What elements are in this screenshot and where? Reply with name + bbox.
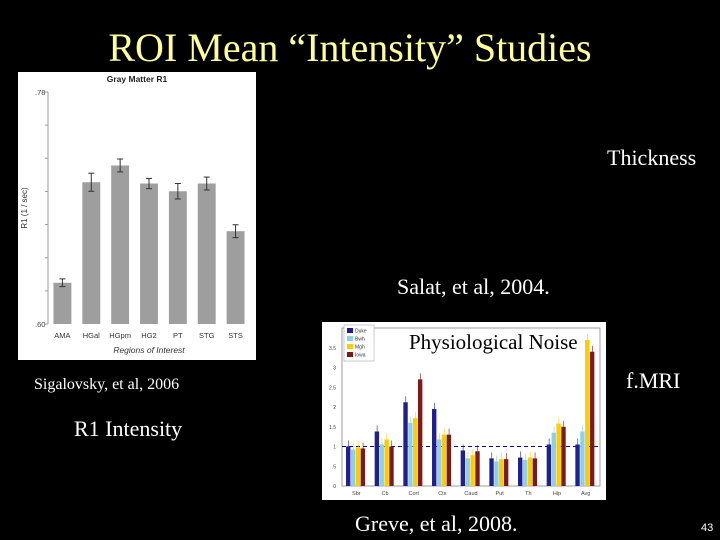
legend-label: Bwh bbox=[355, 337, 365, 343]
x-tick-label: AMA bbox=[54, 331, 70, 340]
x-tick-label: STG bbox=[199, 331, 215, 340]
page-number: 43 bbox=[701, 522, 714, 534]
legend: Duke Bwh Mgh Iowa bbox=[343, 324, 375, 362]
legend-swatch bbox=[347, 352, 353, 357]
x-tick-label: STS bbox=[228, 331, 243, 340]
bar-iowa bbox=[475, 451, 480, 486]
bar-bwh bbox=[522, 459, 528, 486]
greve-citation: Greve, et al, 2008. bbox=[355, 511, 518, 536]
bar-bwh bbox=[494, 461, 499, 486]
bar-stg bbox=[197, 183, 216, 324]
bar-duke bbox=[432, 408, 437, 486]
y-tick-label: 1 bbox=[333, 445, 336, 451]
bar-duke bbox=[546, 444, 552, 486]
y-tick-label: .60 bbox=[35, 320, 45, 329]
x-tick-label: Ctx bbox=[438, 491, 447, 497]
bar-mgh bbox=[384, 439, 389, 486]
bar-bwh bbox=[350, 449, 356, 486]
bar-iowa bbox=[417, 379, 423, 486]
x-tick-label: Put bbox=[496, 491, 505, 497]
y-tick-label: 1.5 bbox=[329, 425, 336, 431]
legend-label: Duke bbox=[355, 329, 367, 335]
bar-duke bbox=[460, 450, 466, 486]
bar-duke bbox=[489, 458, 494, 486]
bar-hg2 bbox=[140, 183, 158, 324]
bar-mgh bbox=[470, 455, 475, 486]
r1-intensity-label: R1 Intensity bbox=[74, 416, 183, 441]
bar-pt bbox=[168, 191, 187, 324]
legend-swatch bbox=[347, 344, 353, 349]
x-tick-label: Cb bbox=[381, 491, 388, 497]
sigalovsky-citation: Sigalovsky, et al, 2006 bbox=[34, 376, 180, 393]
bar-hgpm bbox=[111, 165, 130, 324]
bar-mgh bbox=[527, 457, 533, 486]
legend-swatch bbox=[347, 336, 353, 341]
bar-duke bbox=[518, 457, 523, 486]
x-axis-label: Regions of Interest bbox=[113, 345, 185, 355]
bar-bwh bbox=[580, 431, 585, 486]
bar-bwh bbox=[436, 439, 442, 486]
bar-duke bbox=[403, 402, 408, 486]
x-tick-label: Avg bbox=[581, 491, 590, 497]
y-tick-label: 2.5 bbox=[329, 385, 336, 391]
bar-mgh bbox=[413, 418, 418, 486]
bar-mgh bbox=[585, 339, 590, 486]
bar-iowa bbox=[589, 351, 595, 486]
bar-mgh bbox=[441, 434, 447, 486]
bar-bwh bbox=[379, 444, 384, 486]
thickness-label: Thickness bbox=[607, 145, 697, 170]
bar-duke bbox=[575, 444, 580, 486]
x-tick-label: HGpm bbox=[109, 331, 131, 340]
y-tick-label: 2 bbox=[333, 405, 336, 411]
gray-matter-r1-chart: Gray Matter R1 R1 (1 / sec) Regions of Int… bbox=[18, 72, 256, 360]
bar-iowa bbox=[503, 459, 509, 486]
legend-label: Mgh bbox=[355, 345, 365, 351]
x-tick-label: PT bbox=[173, 331, 183, 340]
x-tick-label: Caud bbox=[464, 491, 477, 497]
bar-iowa bbox=[389, 446, 394, 486]
bar-sts bbox=[226, 231, 245, 324]
y-tick-label: .5 bbox=[332, 464, 336, 470]
x-tick-label: HGal bbox=[83, 331, 100, 340]
fmri-label: f.MRI bbox=[626, 368, 681, 393]
bar-bwh bbox=[408, 422, 413, 486]
legend-label: Iowa bbox=[355, 353, 366, 359]
bar-duke bbox=[346, 446, 351, 486]
bar-iowa bbox=[446, 434, 452, 486]
x-tick-label: Cort bbox=[408, 491, 419, 497]
y-tick-label: 3 bbox=[333, 366, 336, 372]
physiological-noise-label: Physiological Noise bbox=[406, 330, 581, 355]
bar-iowa bbox=[532, 458, 538, 486]
x-tick-label: Th bbox=[525, 491, 531, 497]
y-axis-label: R1 (1 / sec) bbox=[20, 187, 29, 229]
x-tick-label: Sbr bbox=[352, 491, 361, 497]
bar-mgh bbox=[499, 459, 504, 486]
bar-hgal bbox=[82, 182, 101, 324]
x-tick-label: HG2 bbox=[141, 331, 156, 340]
bar-bwh bbox=[465, 458, 470, 486]
chart-title: Gray Matter R1 bbox=[107, 74, 168, 84]
bar-bwh bbox=[551, 432, 556, 486]
bar-ama bbox=[53, 282, 72, 324]
y-tick-label: 0 bbox=[333, 484, 336, 490]
legend-swatch bbox=[347, 328, 353, 333]
bar-duke bbox=[374, 431, 380, 486]
bar-mgh bbox=[355, 447, 361, 486]
bar-iowa bbox=[561, 426, 566, 486]
slide-title: ROI Mean “Intensity” Studies bbox=[108, 25, 592, 70]
salat-citation: Salat, et al, 2004. bbox=[397, 274, 550, 299]
bar-iowa bbox=[360, 448, 366, 486]
y-tick-label: .78 bbox=[35, 88, 45, 97]
y-tick-label: 3.5 bbox=[329, 346, 336, 352]
bar-mgh bbox=[556, 423, 561, 486]
x-tick-label: Hip bbox=[553, 491, 561, 497]
